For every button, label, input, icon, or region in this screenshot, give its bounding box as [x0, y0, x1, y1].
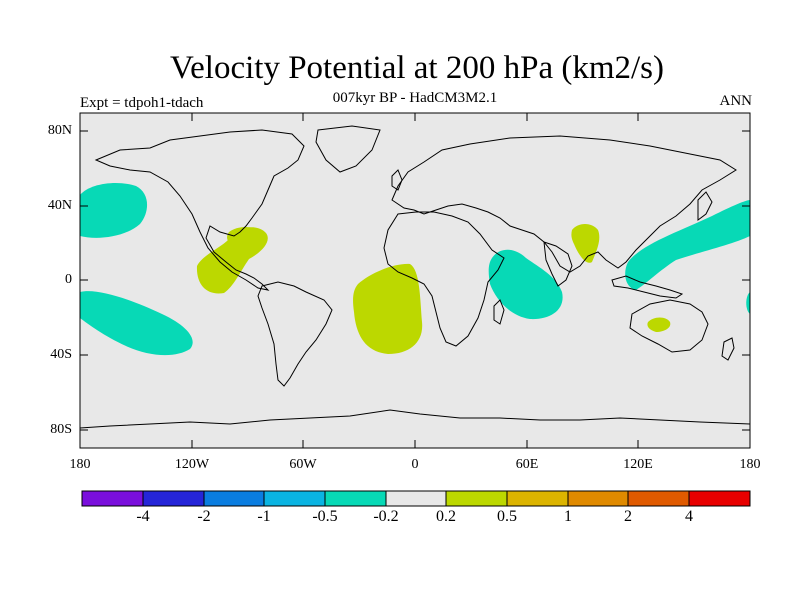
- colorbar-box-1: [81, 490, 144, 507]
- coastline-indonesia: [611, 275, 684, 299]
- continent-outlines: [79, 125, 751, 429]
- region-himalaya: [571, 224, 600, 263]
- chart-subtitle: 007kyr BP - HadCM3M2.1: [332, 90, 498, 106]
- lon-label-180w: 180: [69, 457, 91, 472]
- colorbar-box-2: [142, 490, 205, 507]
- coastline-uk: [391, 169, 403, 191]
- region-australia: [647, 317, 671, 332]
- region-atlantic: [353, 263, 423, 354]
- colorbar-label-10: 4: [685, 508, 693, 525]
- coastline-africa: [383, 211, 505, 347]
- colorbar-label-4: -0.5: [312, 508, 338, 525]
- lon-ticks: [79, 113, 751, 448]
- colorbar-box-8: [506, 490, 569, 507]
- coastline-south-america: [257, 281, 333, 387]
- colorbar-box-4: [263, 490, 326, 507]
- colorbar-box-10: [627, 490, 690, 507]
- colorbar-label-1: -4: [136, 508, 150, 525]
- colorbar-box-5: [324, 490, 387, 507]
- season-label: ANN: [719, 93, 753, 109]
- region-south-pacific: [80, 291, 193, 356]
- experiment-label: Expt = tdpoh1-tdach: [80, 95, 204, 111]
- coastline-antarctica: [79, 409, 751, 429]
- lat-label-80s: 80S: [50, 422, 72, 437]
- region-east-pacific-edge: [746, 292, 750, 314]
- colorbar-label-6: 0.2: [436, 508, 456, 525]
- region-gulf-small: [227, 226, 263, 249]
- lon-label-0: 0: [411, 457, 419, 472]
- colorbar: [81, 490, 751, 507]
- region-west-pacific: [625, 200, 750, 290]
- colorbar-label-2: -2: [197, 508, 211, 525]
- lat-label-40s: 40S: [50, 347, 72, 362]
- lon-label-180e: 180: [739, 457, 761, 472]
- coastline-japan: [697, 191, 713, 221]
- lon-label-60w: 60W: [289, 457, 317, 472]
- coastline-india: [543, 241, 573, 287]
- colorbar-label-7: 0.5: [497, 508, 517, 525]
- coastline-australia: [629, 299, 709, 353]
- colorbar-label-3: -1: [257, 508, 271, 525]
- coastline-madagascar: [493, 299, 505, 325]
- lat-label-0: 0: [65, 272, 72, 287]
- lon-label-120w: 120W: [174, 457, 210, 472]
- region-north-pacific: [80, 183, 148, 238]
- coastline-europe-asia: [391, 135, 737, 273]
- anomaly-regions: [80, 183, 750, 356]
- lat-label-80n: 80N: [47, 123, 72, 138]
- region-arabian-sea: [488, 249, 563, 320]
- coastline-new-zealand: [721, 337, 735, 361]
- colorbar-box-3: [203, 490, 265, 507]
- chart-title: Velocity Potential at 200 hPa (km2/s): [169, 50, 665, 86]
- colorbar-label-9: 2: [624, 508, 632, 525]
- colorbar-box-11: [688, 490, 751, 507]
- lat-label-40n: 40N: [47, 198, 72, 213]
- colorbar-box-6: [385, 490, 447, 507]
- colorbar-box-7: [445, 490, 508, 507]
- coastline-greenland: [315, 125, 381, 173]
- colorbar-label-5: -0.2: [373, 508, 399, 525]
- colorbar-label-8: 1: [564, 508, 572, 525]
- lon-label-60e: 60E: [515, 457, 539, 472]
- coastline-north-america: [94, 129, 305, 291]
- colorbar-box-9: [567, 490, 629, 507]
- lat-ticks: [80, 130, 750, 431]
- lon-label-120e: 120E: [623, 457, 653, 472]
